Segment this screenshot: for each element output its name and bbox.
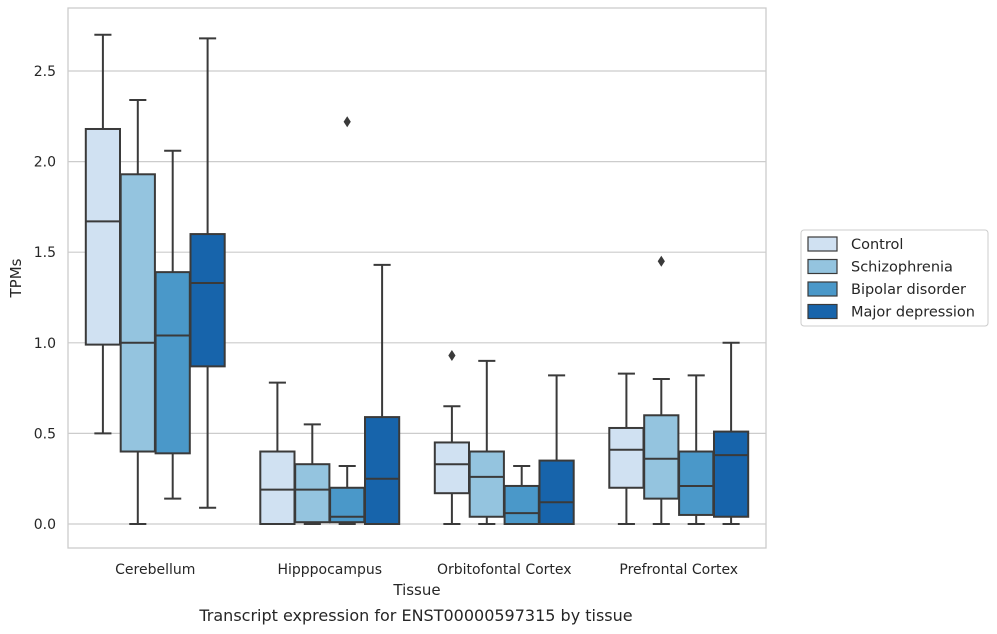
legend-swatch [807,303,838,320]
outlier-point [448,349,456,361]
box [119,98,156,525]
box [538,374,575,525]
y-tick-label: 2.0 [34,155,56,171]
box-iqr [503,484,540,525]
legend-label: Schizophrenia [851,260,953,276]
outlier-point [343,116,351,128]
box [363,263,401,526]
legend-swatch [807,236,838,252]
x-tick-label: Orbitofontal Cortex [437,562,572,578]
box [433,349,471,525]
box-series [84,33,750,526]
box [608,372,645,525]
box [712,341,750,525]
legend: Control Schizophrenia Bipolar disorder Majo… [800,229,989,327]
box-iqr [294,463,331,524]
x-tick-label: Cerebellum [115,562,195,578]
box-iqr [363,416,401,526]
y-tick-label: 0.5 [34,426,56,442]
box-iqr [468,450,505,518]
x-tick-label: Prefrontal Cortex [619,562,738,578]
legend-label: Control [851,237,903,253]
box [329,116,366,525]
y-tick-label: 0.0 [34,517,56,533]
box-iqr [154,271,191,455]
legend-swatch [807,281,838,297]
box-iqr [433,441,471,495]
box-iqr [259,450,296,525]
y-tick-label: 1.0 [34,336,56,352]
box [154,149,191,500]
box [643,255,680,525]
box [189,37,226,509]
y-tick-labels: 0.0 0.5 1.0 1.5 2.0 2.5 [34,64,56,533]
x-tick-labels: Cerebellum Hipppocampus Orbitofontal Corte… [115,562,738,578]
box-iqr [608,426,645,489]
box-iqr [678,450,715,516]
box-iqr [119,173,156,453]
y-tick-label: 1.5 [34,245,56,261]
box-iqr [643,414,680,500]
legend-label: Major depression [851,305,975,321]
legend-label: Bipolar disorder [851,282,966,298]
box-iqr [189,233,226,368]
x-axis-title: Tissue [392,581,440,599]
box [294,423,331,525]
box [503,465,540,525]
box-iqr [84,127,122,346]
y-axis-title: TPMs [7,258,25,298]
legend-swatch [807,258,838,275]
y-tick-label: 2.5 [34,64,56,80]
box-iqr [712,430,750,518]
outlier-point [657,255,665,267]
legend-frame [800,229,989,327]
plot-frame [67,7,767,549]
figure-caption: Transcript expression for ENST0000059731… [199,606,633,625]
box [468,359,505,525]
x-tick-label: Hipppocampus [277,562,382,578]
box-iqr [538,459,575,525]
box [259,381,296,525]
